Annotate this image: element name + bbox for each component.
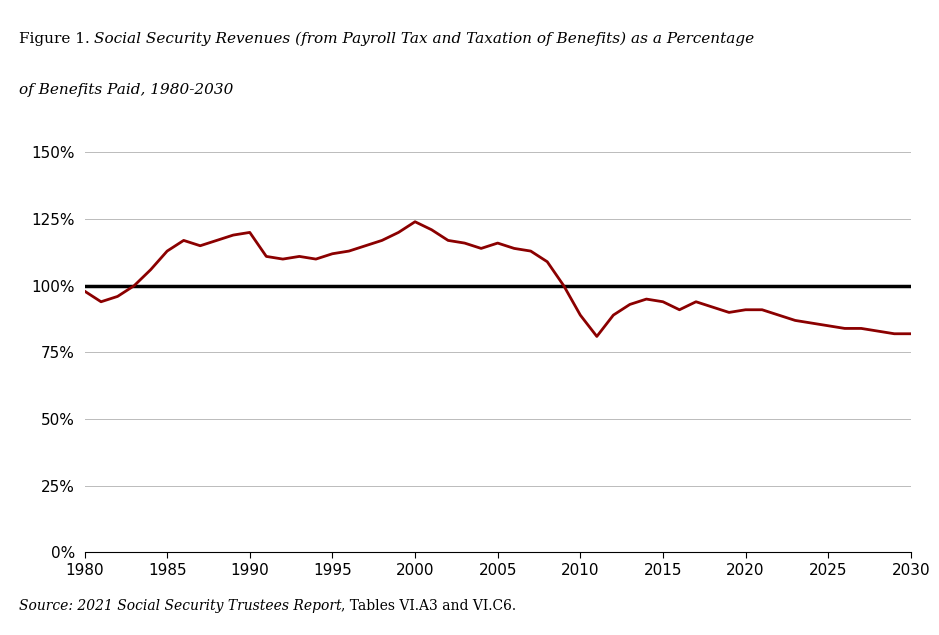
Text: of Benefits Paid, 1980-2030: of Benefits Paid, 1980-2030 — [19, 83, 233, 97]
Text: Figure 1.: Figure 1. — [19, 32, 95, 46]
Text: , Tables VI.A3 and VI.C6.: , Tables VI.A3 and VI.C6. — [342, 599, 516, 613]
Text: Source: 2021 Social Security Trustees Report: Source: 2021 Social Security Trustees Re… — [19, 599, 342, 613]
Text: Social Security Revenues (from Payroll Tax and Taxation of Benefits) as a Percen: Social Security Revenues (from Payroll T… — [95, 32, 755, 46]
